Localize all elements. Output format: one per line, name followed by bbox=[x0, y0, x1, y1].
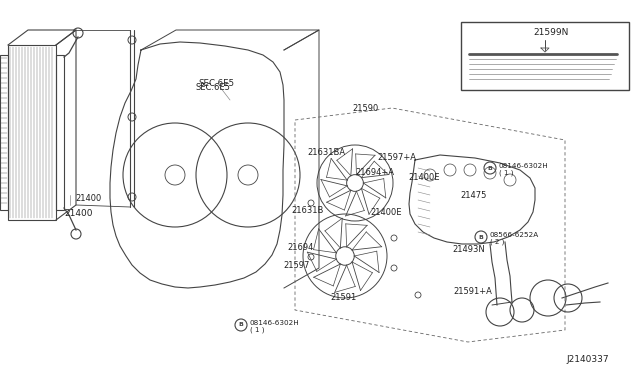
Text: 21400: 21400 bbox=[64, 208, 93, 218]
Bar bbox=[56, 55, 64, 210]
Text: 21590: 21590 bbox=[352, 103, 378, 112]
Bar bbox=[461, 22, 629, 90]
Text: 21591+A: 21591+A bbox=[453, 286, 492, 295]
Text: SEC.6E5: SEC.6E5 bbox=[198, 78, 234, 87]
Text: 21694: 21694 bbox=[287, 244, 314, 253]
Text: ( 1 ): ( 1 ) bbox=[499, 170, 513, 176]
Text: 21400: 21400 bbox=[75, 193, 101, 202]
Bar bbox=[0, 55, 8, 210]
Text: 21400E: 21400E bbox=[370, 208, 401, 217]
Text: 08146-6302H: 08146-6302H bbox=[250, 320, 300, 326]
Text: 21591: 21591 bbox=[330, 292, 356, 301]
Text: B: B bbox=[479, 234, 483, 240]
Text: 21475: 21475 bbox=[460, 190, 486, 199]
Text: B: B bbox=[239, 323, 243, 327]
Text: 08566-6252A: 08566-6252A bbox=[490, 232, 540, 238]
Text: 21597: 21597 bbox=[283, 260, 309, 269]
Text: J2140337: J2140337 bbox=[566, 356, 609, 365]
Text: 21400E: 21400E bbox=[408, 173, 440, 182]
Text: 21631BA: 21631BA bbox=[307, 148, 345, 157]
Text: 21597+A: 21597+A bbox=[377, 153, 416, 161]
Text: 21694+A: 21694+A bbox=[355, 167, 394, 176]
Text: SEC.6E5: SEC.6E5 bbox=[196, 83, 231, 92]
Text: B: B bbox=[488, 166, 492, 170]
Text: 21493N: 21493N bbox=[452, 246, 484, 254]
Text: ( 2 ): ( 2 ) bbox=[490, 239, 504, 245]
Text: 21631B: 21631B bbox=[291, 205, 323, 215]
Text: 08146-6302H: 08146-6302H bbox=[499, 163, 548, 169]
Text: ( 1 ): ( 1 ) bbox=[250, 327, 264, 333]
Text: 21599N: 21599N bbox=[533, 28, 568, 36]
